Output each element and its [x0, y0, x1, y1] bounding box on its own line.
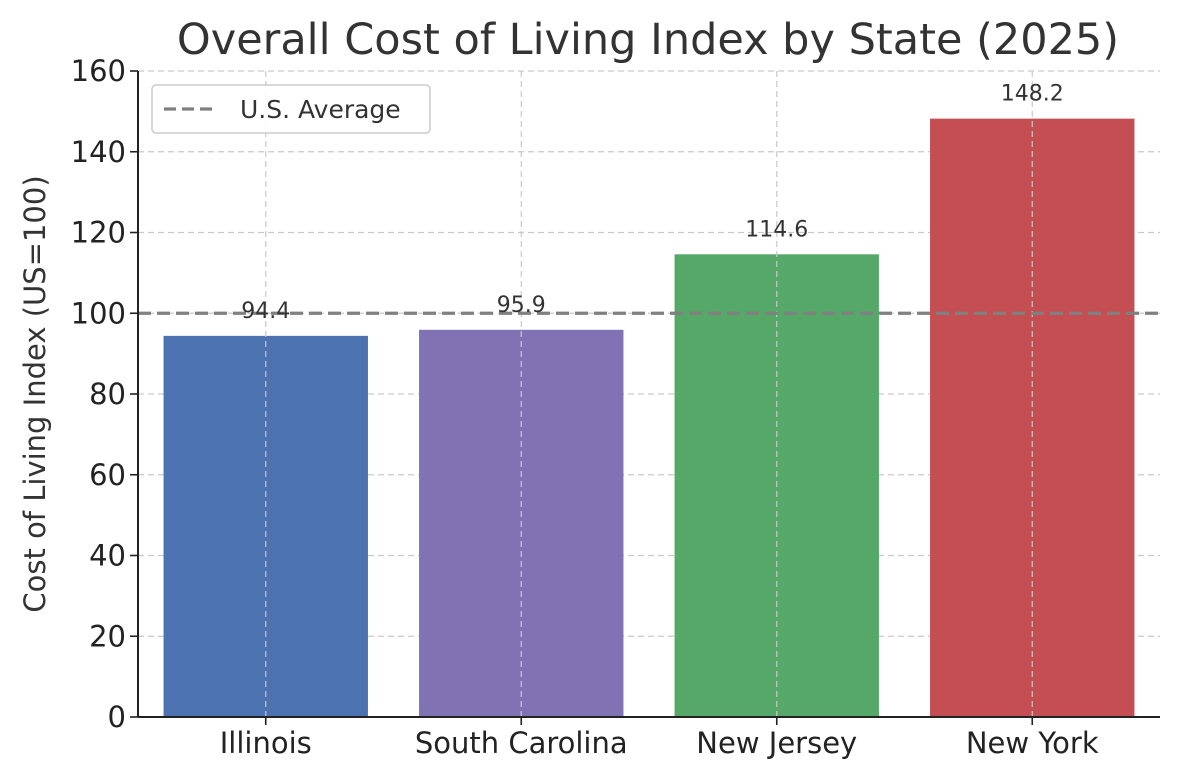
y-tick-label: 100 [71, 296, 126, 330]
bar-value-label: 148.2 [1001, 82, 1064, 107]
vertical-grid-lines [265, 71, 1033, 717]
legend-entry-label: U.S. Average [240, 95, 401, 124]
y-tick-label: 40 [89, 539, 126, 573]
legend: U.S. Average [151, 84, 431, 134]
y-tick-label: 0 [108, 700, 126, 734]
bar-value-label: 114.6 [745, 217, 808, 242]
bars [163, 118, 1135, 718]
y-tick-label: 140 [71, 135, 126, 169]
x-tick-label: South Carolina [415, 726, 628, 760]
x-tick-label: Illinois [220, 726, 312, 760]
y-tick-label: 60 [89, 458, 126, 492]
legend-box [151, 84, 431, 134]
x-tick-label: New Jersey [696, 726, 857, 760]
bar-new-york [930, 118, 1135, 717]
bar-value-label: 94.4 [241, 299, 290, 324]
bar-value-labels: 94.4 95.9 114.6 148.2 [241, 82, 1063, 324]
bar-value-label: 95.9 [497, 293, 546, 318]
y-tick-label: 120 [71, 216, 126, 250]
y-tick-label: 160 [71, 54, 126, 88]
y-axis-label: Cost of Living Index (US=100) [18, 175, 52, 612]
tick-labels: 0 20 40 60 80 100 120 140 160 Illinois South Carol… [71, 54, 1099, 760]
x-tick-label: New York [966, 726, 1099, 760]
y-tick-label: 80 [89, 377, 126, 411]
y-tick-label: 20 [89, 619, 126, 653]
chart-title: Overall Cost of Living Index by State (2… [177, 15, 1119, 65]
